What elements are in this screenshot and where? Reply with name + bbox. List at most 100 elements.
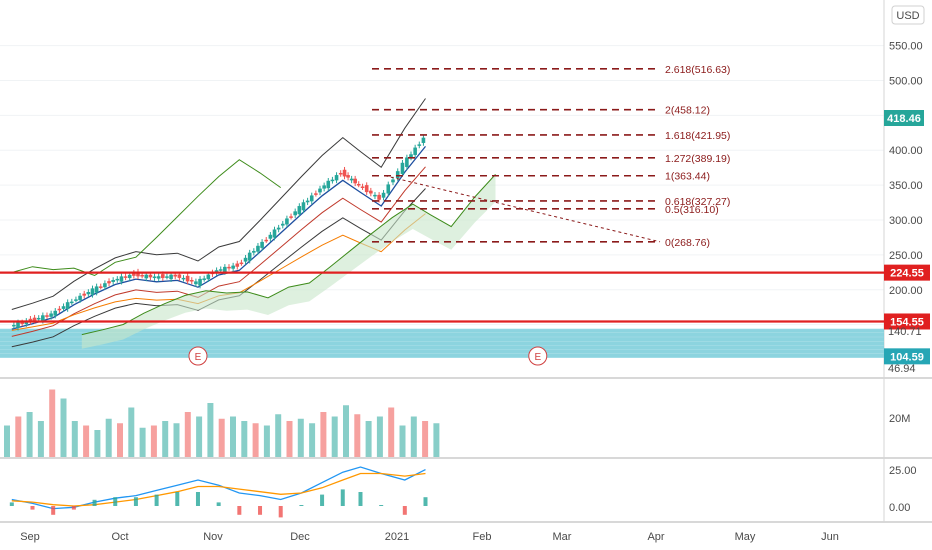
volume-bar <box>343 405 349 457</box>
candle-body <box>364 185 369 193</box>
indicator-lines <box>11 98 496 349</box>
candle-body <box>377 194 381 200</box>
candle-body <box>185 275 190 282</box>
candle-body <box>218 269 223 271</box>
price-axis[interactable]: 550.00500.00450.00400.00350.00300.00250.… <box>889 41 923 514</box>
candle-body <box>36 317 41 320</box>
candle-body <box>90 288 95 295</box>
volume-bar <box>399 425 406 457</box>
macd-axis-tick: 25.00 <box>889 465 917 477</box>
macd-histogram-bar <box>30 506 35 510</box>
candle-body <box>123 276 128 278</box>
candle-body <box>32 317 37 321</box>
volume-bar <box>105 418 112 457</box>
candle-body <box>49 313 53 317</box>
support-band-stripe <box>0 353 884 358</box>
candle-body <box>272 229 277 238</box>
price-axis-tick: 300.00 <box>889 215 923 227</box>
candle-body <box>173 274 178 277</box>
macd-histogram-bar <box>71 506 76 510</box>
volume-bar <box>286 421 293 457</box>
last-price-tag <box>884 110 924 126</box>
candle-body <box>78 295 82 301</box>
candle-body <box>289 216 293 218</box>
horizontal-levels[interactable]: 224.55 154.55 104.59 140.71 46.94 <box>0 264 930 375</box>
volume-bar <box>207 403 214 457</box>
candle-body <box>214 270 219 273</box>
currency-badge[interactable] <box>891 5 925 25</box>
candle-body <box>235 263 240 267</box>
moving-average-blue <box>11 145 427 330</box>
level-price-tag <box>884 264 930 281</box>
candle-body <box>409 154 413 158</box>
volume-bar <box>297 418 304 457</box>
volume-bar <box>354 414 361 457</box>
volume-bar <box>331 416 338 457</box>
last-price-label: 418.46 <box>887 113 921 125</box>
support-band <box>0 330 884 358</box>
candle-body <box>326 180 331 189</box>
candle-body <box>20 322 24 324</box>
volume-bar <box>139 427 146 457</box>
price-axis-tick: 550.00 <box>889 41 923 53</box>
candle-body <box>342 169 347 177</box>
time-axis-label: Jun <box>821 531 839 543</box>
candle-body <box>301 202 306 211</box>
candle-body <box>194 281 198 285</box>
macd-histogram-bar <box>237 506 242 515</box>
fib-level-label: 2(458.12) <box>665 105 710 117</box>
volume-bar <box>252 423 259 457</box>
candle-body <box>181 277 186 280</box>
macd-histogram-bar <box>340 489 345 506</box>
fibonacci-levels[interactable]: 2.618(516.63) 2(458.12) 1.618(421.95) 1.272… <box>372 64 730 249</box>
candle-body <box>349 178 354 181</box>
macd-histogram-bar <box>216 502 221 506</box>
volume-bar <box>410 416 417 457</box>
candle-body <box>74 299 78 301</box>
candle-body <box>177 274 182 278</box>
projection-line <box>384 175 661 243</box>
support-band-stripe <box>0 332 884 337</box>
partial-axis-label: 46.94 <box>888 363 916 375</box>
fib-level-label: 1.618(421.95) <box>665 130 730 142</box>
fib-level-label: 0.5(316.10) <box>665 204 719 216</box>
candle-body <box>119 276 124 282</box>
volume-bar <box>128 407 135 457</box>
volume-axis-tick: 20M <box>889 413 910 425</box>
candle-body <box>381 192 386 198</box>
time-axis-label: Oct <box>111 531 128 543</box>
volume-bar <box>388 407 395 457</box>
fib-level-label: 0.618(327.27) <box>665 196 730 208</box>
candle-body <box>280 223 285 226</box>
candle-body <box>285 218 289 225</box>
candle-body <box>94 286 99 293</box>
candle-body <box>223 266 227 273</box>
volume-bar <box>4 425 10 457</box>
candle-body <box>239 262 244 265</box>
candle-body <box>111 280 115 282</box>
macd-histogram-bar <box>154 494 159 506</box>
time-axis-label: Nov <box>203 531 223 543</box>
candle-body <box>356 183 361 186</box>
earnings-marker <box>528 346 548 366</box>
macd-axis-tick: 0.00 <box>889 502 910 514</box>
earnings-label: E <box>534 352 541 363</box>
macd-histogram-bar <box>51 506 56 515</box>
macd-histogram-bar <box>402 506 407 515</box>
macd-histogram-bar <box>258 506 263 515</box>
macd-histogram-bar <box>423 497 428 506</box>
macd-histogram-bar <box>9 502 14 506</box>
candle-body <box>413 147 417 155</box>
candle-body <box>70 301 74 304</box>
volume-bar <box>218 418 225 457</box>
candle-body <box>322 185 326 189</box>
candle-body <box>369 190 373 194</box>
fib-level-label: 1(363.44) <box>665 171 710 183</box>
fib-level-label: 2.618(516.63) <box>665 64 730 76</box>
candle-body <box>53 310 58 316</box>
candle-body <box>360 186 365 189</box>
time-axis[interactable]: Sep Oct Nov Dec 2021 Feb Mar Apr May Jun <box>20 531 839 543</box>
volume-bar <box>433 423 440 457</box>
